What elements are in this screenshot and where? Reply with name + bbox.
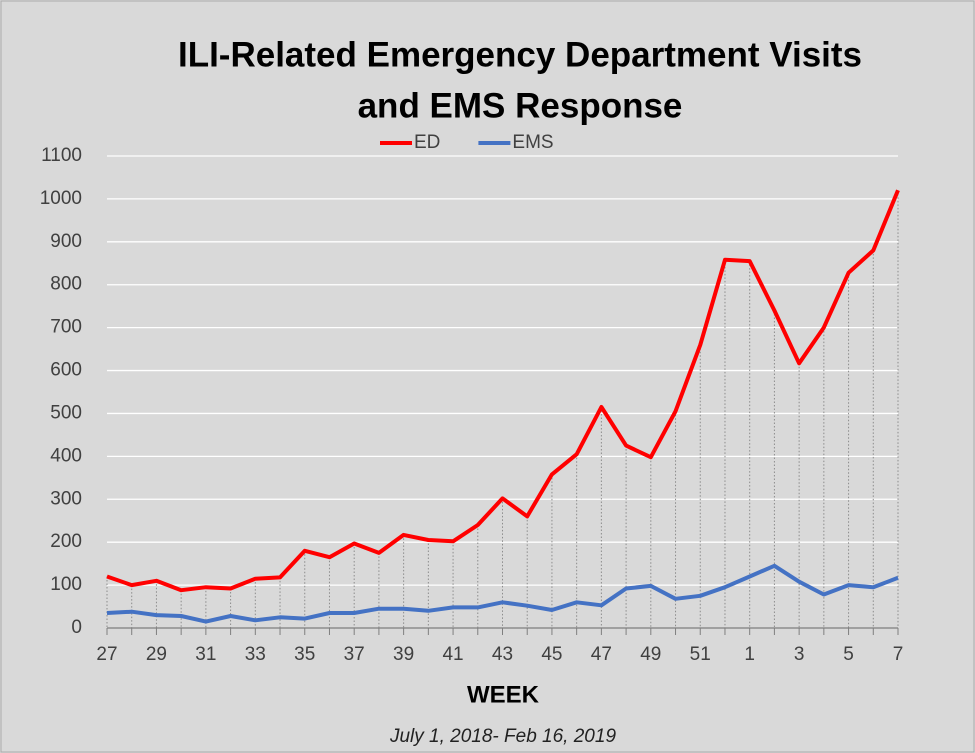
x-tick-label: 5: [843, 644, 854, 665]
x-tick-label: 51: [690, 644, 711, 665]
x-tick-label: 41: [442, 644, 463, 665]
y-tick-label: 0: [71, 617, 82, 638]
x-tick-label: 3: [794, 644, 805, 665]
x-tick-label: 27: [96, 644, 117, 665]
x-tick-label: 7: [893, 644, 904, 665]
y-tick-label: 600: [50, 360, 82, 381]
y-tick-label: 1100: [41, 145, 82, 166]
chart-title: and EMS Response: [358, 86, 683, 125]
x-tick-label: 31: [195, 644, 216, 665]
series-line: [106, 189, 900, 593]
y-tick-label: 800: [50, 274, 82, 295]
legend-label: ED: [414, 132, 440, 153]
x-tick-label: 37: [344, 644, 365, 665]
x-tick-label: 49: [640, 644, 661, 665]
x-tick-label: 45: [541, 644, 562, 665]
x-tick-label: 39: [393, 644, 414, 665]
y-tick-label: 700: [50, 317, 82, 338]
chart-title: ILI-Related Emergency Department Visits: [178, 35, 862, 74]
y-tick-label: 300: [50, 488, 82, 509]
y-tick-label: 200: [50, 531, 82, 552]
x-tick-label: 35: [294, 644, 315, 665]
x-tick-label: 1: [744, 644, 755, 665]
x-tick-label: 33: [245, 644, 266, 665]
x-tick-label: 43: [492, 644, 513, 665]
x-tick-label: 47: [591, 644, 612, 665]
subtitle: July 1, 2018- Feb 16, 2019: [389, 726, 616, 747]
y-tick-label: 900: [50, 231, 82, 252]
y-tick-label: 100: [50, 574, 82, 595]
y-tick-label: 1000: [40, 188, 82, 209]
legend-label: EMS: [512, 132, 553, 153]
y-tick-label: 500: [50, 402, 82, 423]
y-tick-label: 400: [50, 445, 82, 466]
series-line: [106, 563, 899, 624]
x-axis-label: WEEK: [467, 681, 540, 708]
x-tick-label: 29: [146, 644, 167, 665]
